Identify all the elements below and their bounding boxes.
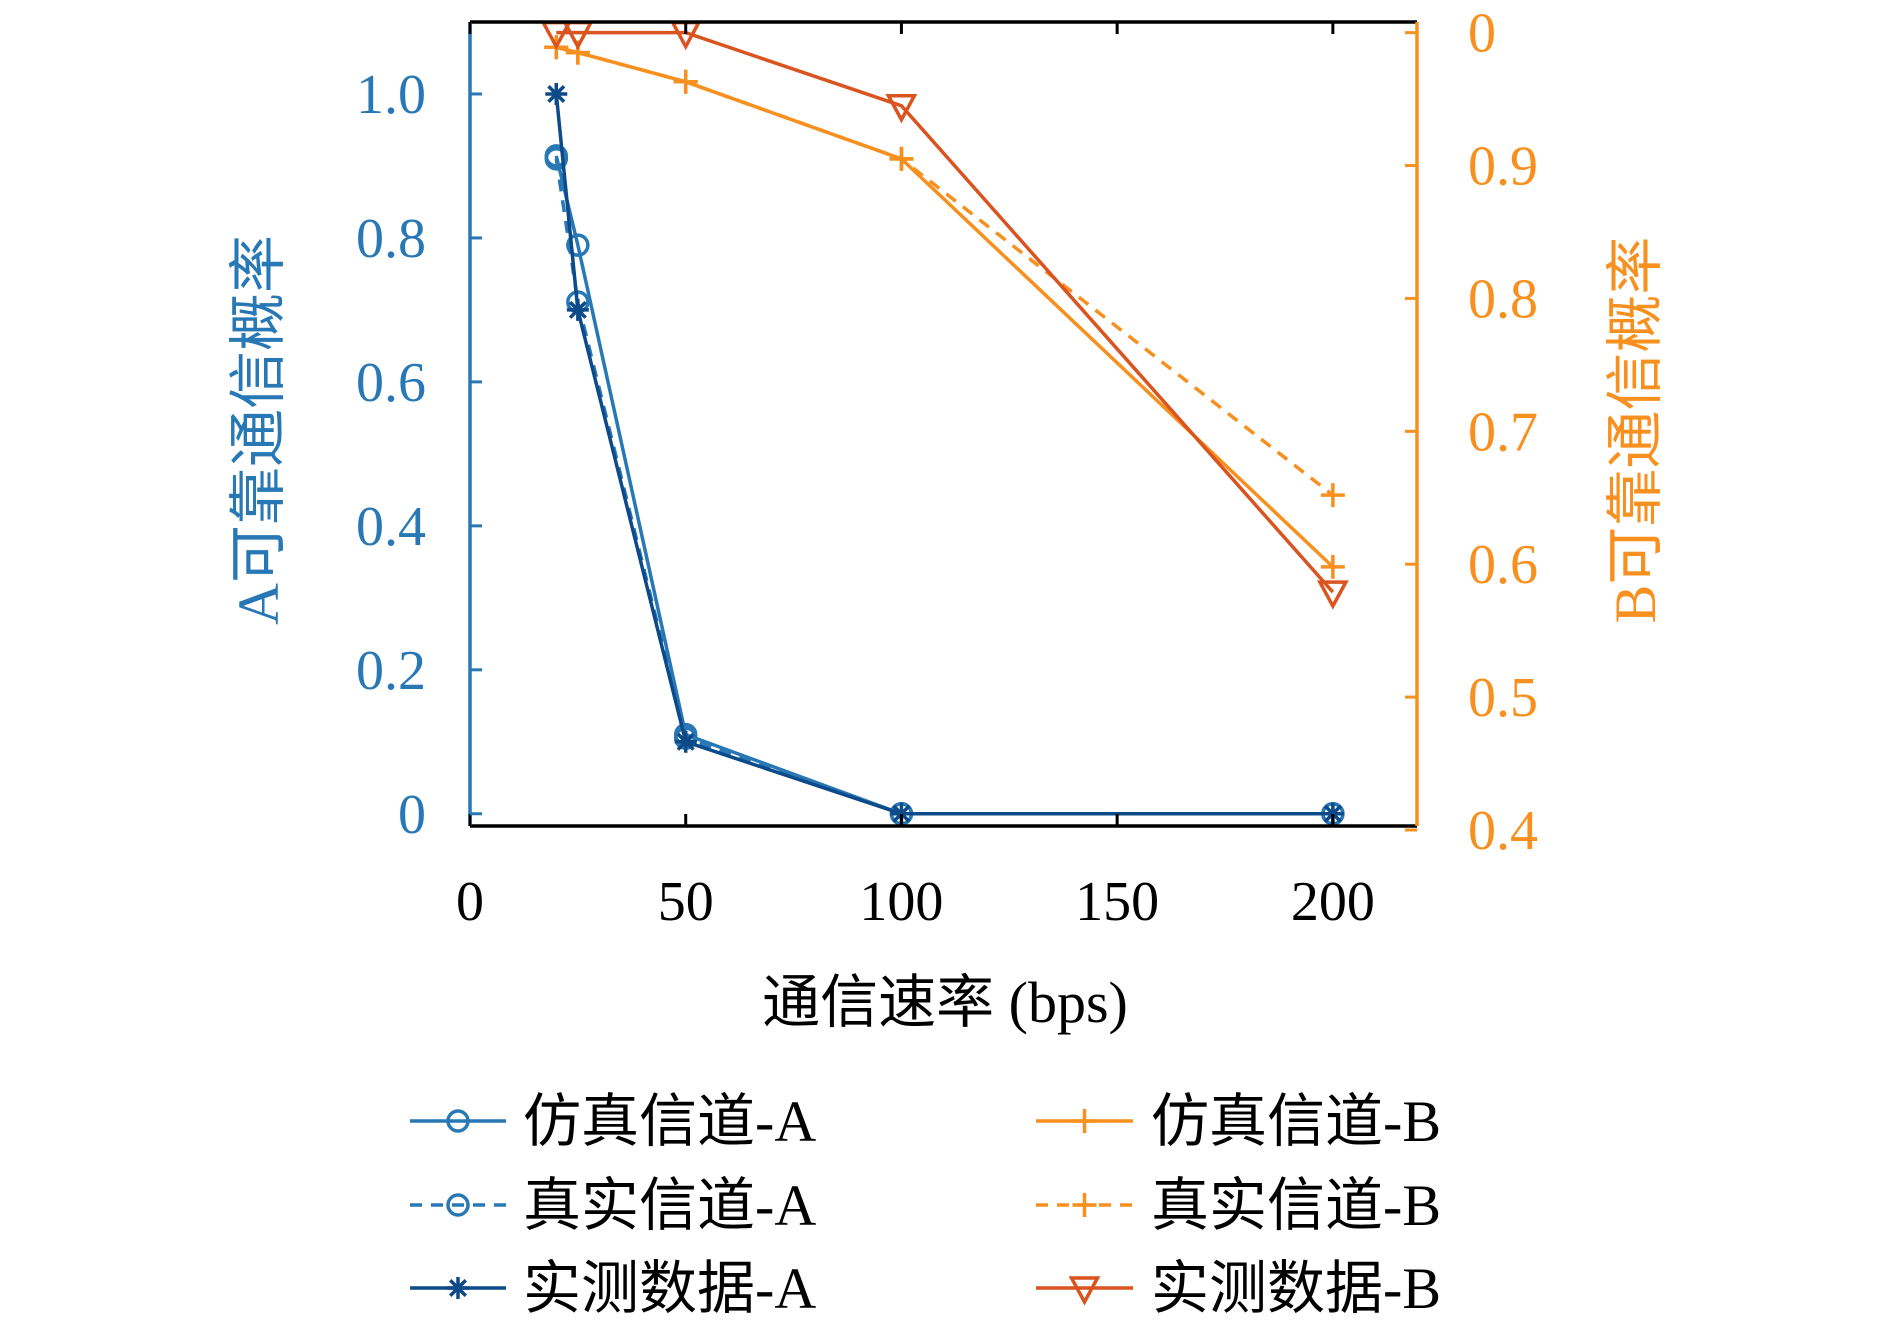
legend-entry-1: 仿真信道-A — [410, 1089, 816, 1154]
series-line — [555, 45, 1334, 497]
plus-marker — [1072, 1193, 1097, 1217]
right-y-axis-label: B可靠通信概率 — [1603, 237, 1668, 624]
left-y-tick-label: 0.4 — [356, 496, 426, 558]
marker-triangle-down — [1316, 580, 1349, 610]
series-line — [554, 158, 1333, 816]
series-3 — [545, 82, 1344, 825]
star-marker — [545, 82, 568, 105]
legend: 仿真信道-A 真实信道-A 实测数据-A 仿真信道-B 真实信道-B 实测数据-B — [410, 1089, 1441, 1321]
legend-label: 实测数据-B — [1151, 1256, 1441, 1321]
x-axis-label: 通信速率 (bps) — [762, 970, 1128, 1035]
series-line — [555, 45, 1335, 569]
star-marker — [447, 1277, 469, 1299]
marker-triangle-down — [885, 93, 918, 124]
star-marker — [890, 802, 913, 825]
x-tick-label: 150 — [1075, 871, 1159, 933]
left-y-tick-label: 0.8 — [356, 208, 426, 270]
marker-star — [890, 802, 913, 825]
left-y-tick-label: 0.6 — [356, 352, 426, 414]
circle-marker — [544, 147, 569, 171]
plus-marker — [1320, 483, 1345, 508]
right-y-tick-label: 0.4 — [1468, 800, 1538, 862]
series-line — [556, 30, 1335, 594]
star-marker — [566, 298, 589, 321]
right-y-tick-label: 0.5 — [1468, 667, 1538, 729]
triangle-marker — [561, 20, 594, 51]
legend-entry-5: 真实信道-B — [1036, 1173, 1441, 1238]
left-y-tick-label: 0 — [398, 784, 426, 846]
legend-entry-2: 真实信道-A — [410, 1173, 816, 1238]
star-marker — [1321, 802, 1344, 825]
marker-plus — [889, 146, 914, 171]
series-5 — [544, 35, 1345, 508]
axes-layer: 0 50 100 150 200 0 0.2 0.4 0.6 0.8 1.0 0.4 0.5 0.6 0.7… — [356, 3, 1538, 933]
left-y-tick-label: 1.0 — [356, 64, 426, 126]
marker-star — [1321, 802, 1344, 825]
marker-circle — [544, 147, 569, 171]
marker-plus — [1072, 1193, 1097, 1217]
plus-marker — [889, 146, 914, 171]
marker-triangle-down — [561, 20, 594, 51]
series-1 — [544, 144, 1345, 826]
plus-marker — [1072, 1109, 1097, 1133]
right-y-tick-label: 0.7 — [1468, 401, 1538, 463]
triangle-marker — [885, 93, 918, 124]
marker-star — [674, 730, 697, 753]
triangle-marker — [1316, 580, 1349, 610]
right-y-tick-label: 0.6 — [1468, 534, 1538, 596]
series-layer — [540, 20, 1349, 826]
marker-triangle-down — [1068, 1276, 1101, 1306]
series-2 — [544, 147, 1345, 826]
marker-plus — [673, 69, 698, 94]
marker-star — [545, 82, 568, 105]
series-line — [554, 155, 1333, 816]
star-marker — [674, 730, 697, 753]
plus-marker — [673, 69, 698, 94]
left-y-axis-label: A可靠通信概率 — [226, 235, 291, 625]
circle-marker — [446, 1193, 470, 1217]
marker-plus — [1320, 554, 1345, 579]
legend-label: 实测数据-A — [523, 1256, 816, 1321]
series-6 — [540, 20, 1349, 610]
marker-circle — [446, 1109, 470, 1133]
series-4 — [544, 35, 1345, 579]
circle-marker — [446, 1109, 470, 1133]
marker-plus — [1072, 1109, 1097, 1133]
right-y-tick-label: 0 — [1468, 3, 1496, 65]
left-y-tick-label: 0.2 — [356, 640, 426, 702]
x-tick-label: 0 — [456, 871, 484, 933]
marker-star — [447, 1277, 469, 1299]
marker-plus — [1320, 483, 1345, 508]
triangle-marker — [1068, 1276, 1101, 1306]
x-tick-label: 100 — [859, 871, 943, 933]
plus-marker — [1320, 554, 1345, 579]
x-tick-label: 50 — [658, 871, 714, 933]
legend-entry-4: 仿真信道-B — [1036, 1089, 1441, 1154]
legend-entry-3: 实测数据-A — [410, 1256, 816, 1321]
legend-entry-6: 实测数据-B — [1036, 1256, 1441, 1321]
legend-label: 仿真信道-A — [523, 1089, 816, 1154]
legend-label: 仿真信道-B — [1151, 1089, 1441, 1154]
marker-star — [566, 298, 589, 321]
x-tick-label: 200 — [1291, 871, 1375, 933]
marker-circle — [446, 1193, 470, 1217]
legend-label: 真实信道-A — [523, 1173, 816, 1238]
legend-label: 真实信道-B — [1151, 1173, 1441, 1238]
right-y-tick-label: 0.8 — [1468, 268, 1538, 330]
right-y-tick-label: 0.9 — [1468, 136, 1538, 198]
